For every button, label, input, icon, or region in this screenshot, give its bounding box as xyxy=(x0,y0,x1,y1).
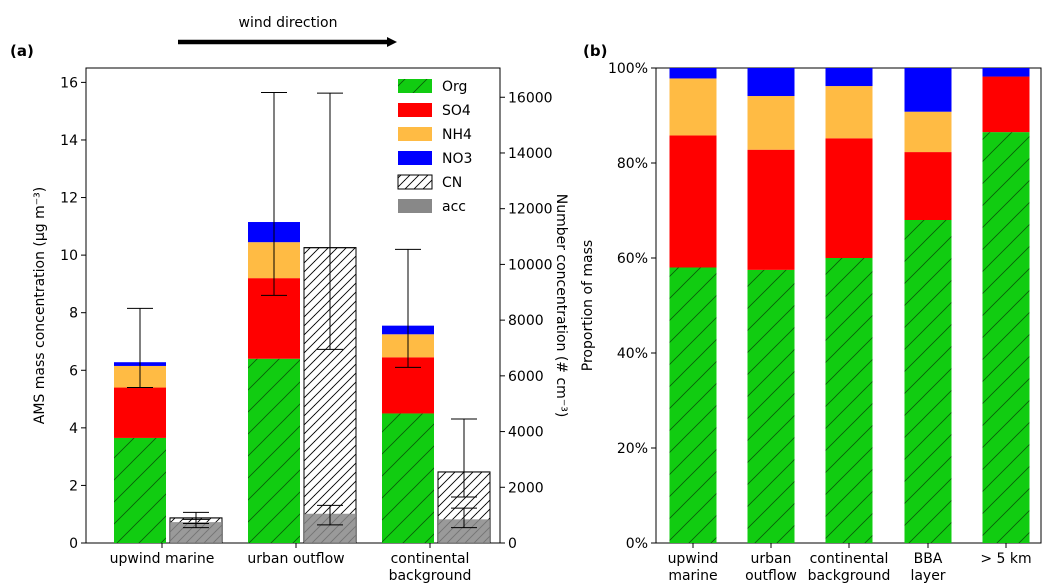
legend-swatch-org-hatch xyxy=(398,79,432,93)
y-tick-label: 12 xyxy=(60,191,78,207)
bar-org-hatch xyxy=(669,267,717,543)
y-tick-label: 60% xyxy=(617,251,648,267)
x-tick-label: outflow xyxy=(745,568,797,584)
x-tick-label: background xyxy=(389,568,472,584)
y2-tick-label: 16000 xyxy=(508,90,553,106)
bar-nh4 xyxy=(747,96,795,150)
legend-swatch-cn-hatch xyxy=(397,174,433,190)
y-tick-label: 2 xyxy=(69,478,78,494)
x-tick-label: upwind xyxy=(668,551,719,567)
y-tick-label: 10 xyxy=(60,248,78,264)
legend-swatch-acc xyxy=(398,199,432,213)
x-tick-label: continental xyxy=(810,551,889,567)
x-tick-label: urban outflow xyxy=(247,551,344,567)
x-tick-label: continental xyxy=(391,551,470,567)
x-tick-label: BBA xyxy=(914,551,943,567)
bar-no3 xyxy=(669,68,717,79)
panel-a-chart: 0 2 4 6 8 10 12 14 16 0 2000 4000 6000 8000 10000 12000… xyxy=(32,67,569,584)
bar-org-hatch xyxy=(982,132,1030,543)
y-tick-label: 6 xyxy=(69,363,78,379)
panel-b-chart: 0% 20% 40% 60% 80% 100% Proportion of mass upwi… xyxy=(580,61,1042,584)
bar-org-hatch xyxy=(382,413,434,543)
panel-b-label: (b) xyxy=(583,42,607,60)
y-tick-label: 100% xyxy=(608,61,648,77)
y-tick-label: 16 xyxy=(60,75,78,91)
y2-tick-label: 0 xyxy=(508,536,517,552)
bar-org-hatch xyxy=(825,258,873,543)
bar-acc xyxy=(438,519,490,543)
wind-direction-label: wind direction xyxy=(239,15,338,31)
bar-org-hatch xyxy=(248,358,300,543)
y2-tick-label: 12000 xyxy=(508,202,553,218)
bar-no3 xyxy=(904,68,952,112)
legend-label-nh4: NH4 xyxy=(442,127,472,143)
bar-nh4 xyxy=(904,111,952,153)
legend-label-cn: CN xyxy=(442,175,462,191)
y-tick-label: 40% xyxy=(617,346,648,362)
y-tick-label: 20% xyxy=(617,441,648,457)
y2-tick-label: 6000 xyxy=(508,369,544,385)
panel-a-label: (a) xyxy=(10,42,34,60)
y2-tick-label: 2000 xyxy=(508,480,544,496)
bar-org-hatch xyxy=(747,269,795,543)
y-tick-label: 8 xyxy=(69,306,78,322)
bar-nh4 xyxy=(669,78,717,136)
x-tick-label: layer xyxy=(910,568,945,584)
bar-so4 xyxy=(114,387,166,438)
bar-no3 xyxy=(982,68,1030,77)
x-tick-label: urban xyxy=(751,551,792,567)
x-tick-label: > 5 km xyxy=(980,551,1031,567)
bar-so4 xyxy=(904,152,952,220)
x-tick-label: upwind marine xyxy=(110,551,215,567)
bar-org-hatch xyxy=(114,437,166,543)
legend-swatch-no3 xyxy=(398,151,432,165)
bar-so4 xyxy=(982,76,1030,133)
y2-tick-label: 4000 xyxy=(508,425,544,441)
x-tick-label: background xyxy=(808,568,891,584)
bar-so4 xyxy=(669,135,717,268)
legend-label-org: Org xyxy=(442,79,467,95)
bar-so4 xyxy=(825,138,873,258)
legend-swatch-so4 xyxy=(398,103,432,117)
y-axis-label: AMS mass concentration (µg m⁻³) xyxy=(32,187,48,424)
y2-axis-label: Number concentration (# cm⁻³) xyxy=(553,194,569,418)
y2-tick-label: 8000 xyxy=(508,313,544,329)
bar-so4 xyxy=(747,149,795,270)
bar-nh4 xyxy=(825,86,873,139)
legend-label-acc: acc xyxy=(442,199,466,215)
y-tick-label: 4 xyxy=(69,421,78,437)
y2-tick-label: 14000 xyxy=(508,146,553,162)
y-tick-label: 0 xyxy=(69,536,78,552)
y-tick-label: 0% xyxy=(626,536,648,552)
legend-label-no3: NO3 xyxy=(442,151,472,167)
bar-org-hatch xyxy=(904,220,952,543)
x-tick-label: marine xyxy=(668,568,717,584)
y-tick-label: 14 xyxy=(60,133,78,149)
y-axis-label: Proportion of mass xyxy=(580,240,596,371)
bar-no3 xyxy=(747,68,795,97)
legend-label-so4: SO4 xyxy=(442,103,471,119)
y-tick-label: 80% xyxy=(617,156,648,172)
bar-no3 xyxy=(825,68,873,87)
legend-swatch-nh4 xyxy=(398,127,432,141)
y2-tick-label: 10000 xyxy=(508,257,553,273)
